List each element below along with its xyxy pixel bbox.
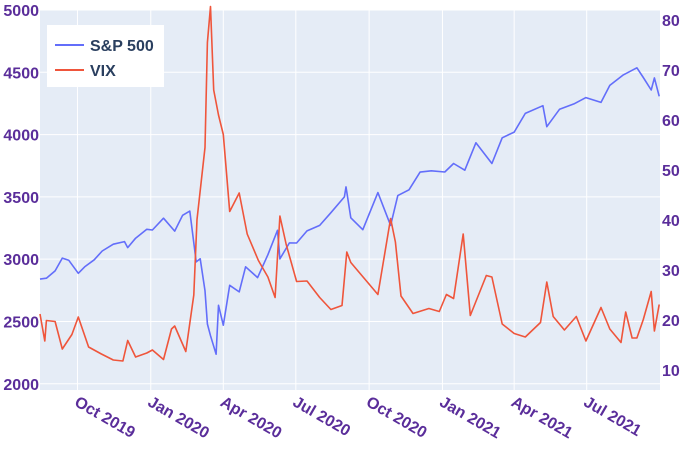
y-right-tick-label: 70 <box>662 63 680 80</box>
x-tick-label: Jan 2020 <box>145 394 212 443</box>
legend[interactable]: S&P 500 VIX <box>47 25 164 87</box>
legend-box <box>47 25 164 87</box>
y-right-tick-label: 10 <box>662 363 680 380</box>
x-tick-label: Jul 2020 <box>290 394 353 440</box>
y-right-tick-label: 40 <box>662 213 680 230</box>
y-right-tick-label: 20 <box>662 313 680 330</box>
y-left-tick-label: 3000 <box>3 252 39 269</box>
y-right-tick-label: 80 <box>662 13 680 30</box>
y-right-tick-label: 30 <box>662 263 680 280</box>
series-layer <box>39 5 660 362</box>
series-line-sp500 <box>39 67 660 355</box>
y-right-tick-label: 50 <box>662 163 680 180</box>
series-line-vix <box>39 5 660 362</box>
y-left-tick-label: 2500 <box>3 314 39 331</box>
y-left-tick-label: 4000 <box>3 128 39 145</box>
x-tick-label: Apr 2020 <box>217 394 284 443</box>
legend-item-vix[interactable]: VIX <box>55 63 116 80</box>
x-tick-label: Apr 2021 <box>508 394 575 443</box>
y-left-tick-label: 5000 <box>3 3 39 20</box>
legend-label-vix: VIX <box>90 63 116 80</box>
y-right-tick-label: 60 <box>662 113 680 130</box>
x-tick-label: Oct 2020 <box>363 394 429 442</box>
x-tick-label: Oct 2019 <box>71 394 137 442</box>
legend-item-sp500[interactable]: S&P 500 <box>55 38 154 55</box>
y-left-tick-label: 2000 <box>3 377 39 394</box>
x-tick-label: Jul 2021 <box>581 394 644 440</box>
y-left-tick-label: 3500 <box>3 190 39 207</box>
right-axis: 10 20 30 40 50 60 70 80 <box>662 13 680 380</box>
y-left-tick-label: 4500 <box>3 65 39 82</box>
legend-label-sp500: S&P 500 <box>90 38 154 55</box>
x-axis: Oct 2019 Jan 2020 Apr 2020 Jul 2020 Oct 2020… <box>71 394 644 443</box>
x-tick-label: Jan 2021 <box>436 394 503 443</box>
left-axis: 2000 2500 3000 3500 4000 4500 5000 <box>3 3 39 394</box>
